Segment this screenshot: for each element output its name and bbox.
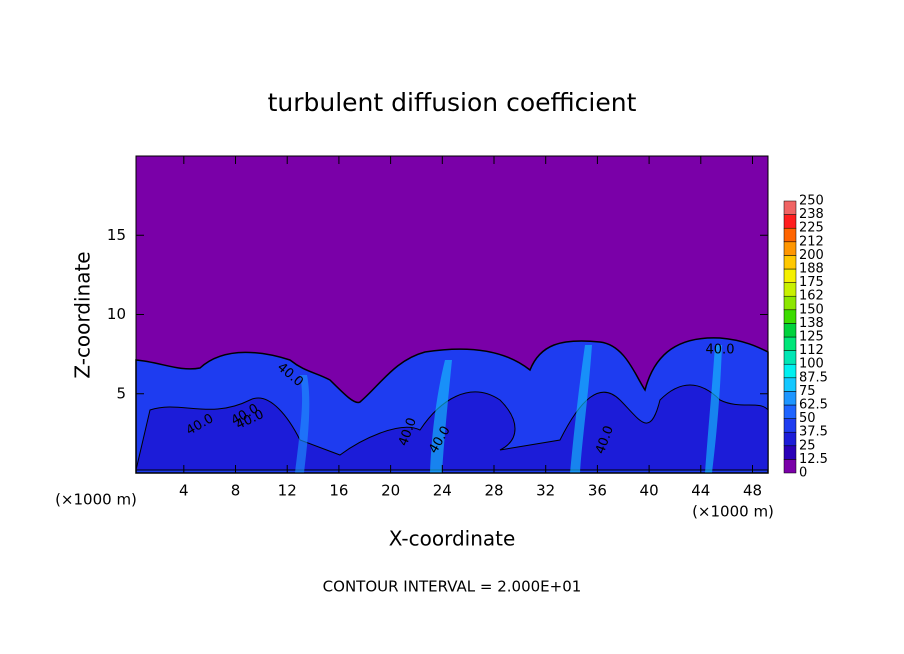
colorbar-label: 138 bbox=[799, 316, 824, 331]
colorbar-label: 75 bbox=[799, 384, 816, 399]
y-axis-label: Z-coordinate bbox=[71, 251, 95, 378]
chart-title: turbulent diffusion coefficient bbox=[268, 88, 637, 117]
colorbar-label: 175 bbox=[799, 275, 824, 290]
colorbar-cell bbox=[783, 445, 797, 460]
colorbar-label: 200 bbox=[799, 248, 824, 263]
colorbar-label: 125 bbox=[799, 330, 824, 345]
colorbar-cell bbox=[783, 363, 797, 379]
colorbar-label: 37.5 bbox=[799, 425, 828, 440]
colorbar-label: 87.5 bbox=[799, 370, 828, 385]
colorbar-label: 100 bbox=[799, 357, 824, 372]
x-tick-label: 28 bbox=[484, 482, 503, 500]
colorbar-label: 225 bbox=[799, 221, 824, 236]
x-tick-label: 32 bbox=[536, 482, 555, 500]
footer-note: CONTOUR INTERVAL = 2.000E+01 bbox=[323, 578, 582, 596]
colorbar-cell bbox=[783, 282, 797, 297]
colorbar-cell bbox=[783, 295, 797, 311]
y-tick-label: 10 bbox=[107, 305, 126, 323]
colorbar-label: 150 bbox=[799, 302, 824, 317]
plume bbox=[430, 360, 452, 473]
x-tick-label: 48 bbox=[743, 482, 762, 500]
colorbar-label: 250 bbox=[799, 194, 824, 209]
colorbar-label: 238 bbox=[799, 207, 824, 222]
colorbar-cell bbox=[783, 309, 797, 324]
colorbar-cell bbox=[783, 200, 797, 215]
x-tick-label: 44 bbox=[691, 482, 710, 500]
colorbar-cell bbox=[783, 459, 797, 474]
x-tick-label: 24 bbox=[433, 482, 452, 500]
colorbar-cell bbox=[783, 418, 797, 433]
plume bbox=[295, 375, 310, 473]
colorbar-label: 25 bbox=[799, 438, 816, 453]
x-axis-label: X-coordinate bbox=[389, 527, 516, 551]
colorbar-label: 50 bbox=[799, 411, 816, 426]
x-tick-label: 40 bbox=[640, 482, 659, 500]
colorbar-label: 12.5 bbox=[799, 452, 828, 467]
x-tick-label: 12 bbox=[278, 482, 297, 500]
colorbar-cell bbox=[783, 431, 797, 447]
turbulent-core bbox=[135, 384, 769, 471]
x-tick-label: 8 bbox=[231, 482, 241, 500]
contour-label: 40.0 bbox=[706, 343, 735, 358]
x-tick-label: 4 bbox=[179, 482, 189, 500]
colorbar-label: 188 bbox=[799, 262, 824, 277]
colorbar-label: 212 bbox=[799, 234, 824, 249]
colorbar-cell bbox=[783, 336, 797, 351]
y-tick-label: 5 bbox=[116, 384, 126, 402]
colorbar-cell bbox=[783, 350, 797, 365]
plume bbox=[705, 345, 722, 473]
colorbar-cell bbox=[783, 268, 797, 283]
colorbar-cell bbox=[783, 255, 797, 270]
colorbar-label: 0 bbox=[799, 466, 807, 481]
plume bbox=[570, 345, 592, 473]
colorbar-cell bbox=[783, 391, 797, 406]
y-unit: (×1000 m) bbox=[692, 503, 774, 521]
colorbar-cell bbox=[783, 214, 797, 229]
x-tick-label: 36 bbox=[588, 482, 607, 500]
colorbar-label: 112 bbox=[799, 343, 824, 358]
colorbar-cell bbox=[783, 377, 797, 392]
colorbar-cell bbox=[783, 323, 797, 338]
x-tick-label: 16 bbox=[329, 482, 348, 500]
colorbar-cell bbox=[783, 241, 797, 256]
x-unit: (×1000 m) bbox=[55, 491, 137, 509]
colorbar-label: 162 bbox=[799, 289, 824, 304]
x-tick-label: 20 bbox=[381, 482, 400, 500]
y-tick-label: 15 bbox=[107, 226, 126, 244]
colorbar-cell bbox=[783, 404, 797, 419]
colorbar-cell bbox=[783, 227, 797, 243]
field bbox=[135, 156, 769, 474]
colorbar-label: 62.5 bbox=[799, 398, 828, 413]
